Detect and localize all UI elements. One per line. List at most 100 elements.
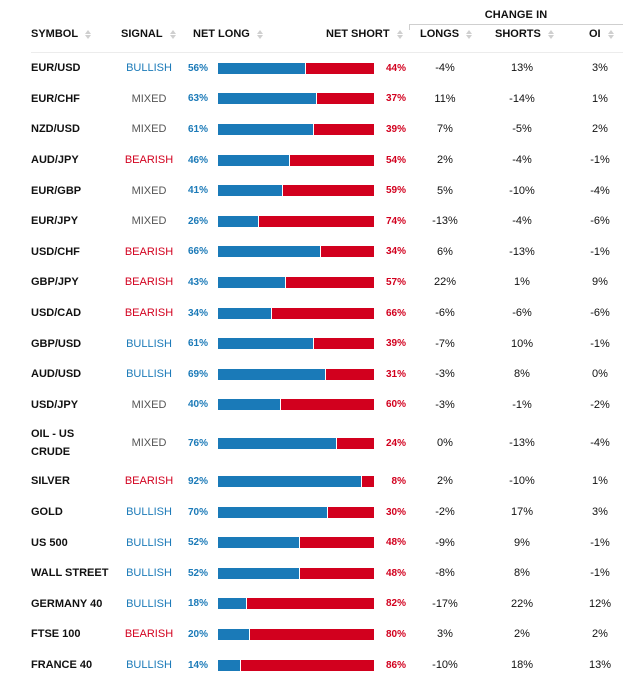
change-oi-cell: 2% <box>592 123 608 136</box>
change-shorts-cell: -6% <box>512 307 532 320</box>
long-bar-segment <box>218 567 299 579</box>
table-row[interactable]: NZD/USD MIXED 61% 39% 7% -5% 2% <box>0 114 623 145</box>
sort-icon[interactable] <box>607 29 614 39</box>
symbol-cell[interactable]: GBP/JPY <box>31 276 79 289</box>
column-header-longs[interactable]: LONGS <box>420 28 473 40</box>
net-short-cell: 39% <box>385 338 406 350</box>
sentiment-bar <box>218 497 374 528</box>
table-row[interactable]: AUD/USD BULLISH 69% 31% -3% 8% 0% <box>0 359 623 390</box>
table-row[interactable]: SILVER BEARISH 92% 8% 2% -10% 1% <box>0 466 623 497</box>
sort-icon[interactable] <box>396 29 403 39</box>
symbol-cell[interactable]: FRANCE 40 <box>31 659 93 672</box>
net-long-cell: 66% <box>187 246 208 258</box>
change-longs-cell: -4% <box>435 62 455 75</box>
table-row[interactable]: EUR/CHF MIXED 63% 37% 11% -14% 1% <box>0 84 623 115</box>
long-bar-segment <box>218 123 313 135</box>
sentiment-bar <box>218 175 374 206</box>
symbol-cell[interactable]: US 500 <box>31 536 68 549</box>
change-longs-cell: -10% <box>432 659 458 672</box>
change-shorts-cell: -10% <box>509 184 535 197</box>
net-short-cell: 48% <box>385 567 406 579</box>
short-bar-segment <box>361 475 374 487</box>
net-short-cell: 31% <box>385 368 406 380</box>
net-short-cell: 86% <box>385 659 406 671</box>
net-short-cell: 30% <box>385 506 406 518</box>
table-row[interactable]: EUR/USD BULLISH 56% 44% -4% 13% 3% <box>0 53 623 84</box>
signal-cell: BULLISH <box>126 659 172 672</box>
column-header-symbol[interactable]: SYMBOL <box>31 28 92 40</box>
sort-icon[interactable] <box>466 29 473 39</box>
sort-icon[interactable] <box>547 29 554 39</box>
column-header-net-long[interactable]: NET LONG <box>193 28 263 40</box>
table-row[interactable]: AUD/JPY BEARISH 46% 54% 2% -4% -1% <box>0 145 623 176</box>
change-oi-cell: 9% <box>592 276 608 289</box>
net-long-cell: 63% <box>187 93 208 105</box>
signal-cell: BULLISH <box>126 536 172 549</box>
symbol-cell[interactable]: SILVER <box>31 475 70 488</box>
net-long-cell: 92% <box>187 475 208 487</box>
change-oi-cell: -6% <box>590 307 610 320</box>
table-row[interactable]: FRANCE 40 BULLISH 14% 86% -10% 18% 13% <box>0 650 623 681</box>
change-oi-cell: 3% <box>592 62 608 75</box>
signal-cell: BULLISH <box>126 597 172 610</box>
table-row[interactable]: USD/JPY MIXED 40% 60% -3% -1% -2% <box>0 390 623 421</box>
table-row[interactable]: US 500 BULLISH 52% 48% -9% 9% -1% <box>0 527 623 558</box>
header-divider <box>31 52 623 53</box>
long-bar-segment <box>218 185 282 197</box>
symbol-cell[interactable]: EUR/JPY <box>31 215 79 228</box>
net-short-cell: 59% <box>385 185 406 197</box>
table-row[interactable]: GBP/USD BULLISH 61% 39% -7% 10% -1% <box>0 328 623 359</box>
table-row[interactable]: USD/CHF BEARISH 66% 34% 6% -13% -1% <box>0 237 623 268</box>
net-short-cell: 34% <box>385 246 406 258</box>
symbol-cell[interactable]: EUR/GBP <box>31 184 82 197</box>
table-row[interactable]: GBP/JPY BEARISH 43% 57% 22% 1% 9% <box>0 267 623 298</box>
symbol-cell[interactable]: FTSE 100 <box>31 628 81 641</box>
sort-icon[interactable] <box>256 29 263 39</box>
symbol-cell[interactable]: GERMANY 40 <box>31 597 103 610</box>
table-row[interactable]: GOLD BULLISH 70% 30% -2% 17% 3% <box>0 497 623 528</box>
symbol-cell[interactable]: WALL STREET <box>31 567 109 580</box>
symbol-cell[interactable]: USD/JPY <box>31 398 79 411</box>
column-header-signal[interactable]: SIGNAL <box>121 28 176 40</box>
long-bar-segment <box>218 307 271 319</box>
net-long-cell: 61% <box>187 123 208 135</box>
column-header-label: SIGNAL <box>121 28 163 40</box>
sentiment-bar <box>218 650 374 681</box>
column-header-shorts[interactable]: SHORTS <box>495 28 554 40</box>
symbol-cell[interactable]: AUD/USD <box>31 368 82 381</box>
change-oi-cell: 0% <box>592 368 608 381</box>
symbol-cell[interactable]: NZD/USD <box>31 123 80 136</box>
net-long-cell: 70% <box>187 506 208 518</box>
table-row[interactable]: GERMANY 40 BULLISH 18% 82% -17% 22% 12% <box>0 589 623 620</box>
change-longs-cell: 0% <box>437 437 453 450</box>
sentiment-bar <box>218 420 374 466</box>
net-short-cell: 57% <box>385 276 406 288</box>
net-short-cell: 54% <box>385 154 406 166</box>
table-row[interactable]: USD/CAD BEARISH 34% 66% -6% -6% -6% <box>0 298 623 329</box>
symbol-cell[interactable]: GBP/USD <box>31 337 82 350</box>
short-bar-segment <box>321 246 374 258</box>
column-header-oi[interactable]: OI <box>589 28 614 40</box>
symbol-cell[interactable]: OIL - US CRUDE <box>31 420 74 466</box>
column-header-net-short[interactable]: NET SHORT <box>326 28 403 40</box>
net-long-cell: 69% <box>187 368 208 380</box>
net-long-cell: 52% <box>187 567 208 579</box>
sort-icon[interactable] <box>85 29 92 39</box>
long-bar-segment <box>218 537 299 549</box>
table-row[interactable]: FTSE 100 BEARISH 20% 80% 3% 2% 2% <box>0 619 623 650</box>
symbol-cell[interactable]: USD/CAD <box>31 307 82 320</box>
table-row[interactable]: WALL STREET BULLISH 52% 48% -8% 8% -1% <box>0 558 623 589</box>
short-bar-segment <box>240 659 374 671</box>
symbol-cell[interactable]: GOLD <box>31 506 63 519</box>
sort-icon[interactable] <box>169 29 176 39</box>
table-row[interactable]: EUR/JPY MIXED 26% 74% -13% -4% -6% <box>0 206 623 237</box>
table-row[interactable]: EUR/GBP MIXED 41% 59% 5% -10% -4% <box>0 175 623 206</box>
net-short-cell: 74% <box>385 215 406 227</box>
symbol-cell[interactable]: USD/CHF <box>31 245 80 258</box>
symbol-cell[interactable]: AUD/JPY <box>31 154 79 167</box>
symbol-cell[interactable]: EUR/CHF <box>31 92 80 105</box>
symbol-cell[interactable]: EUR/USD <box>31 62 81 75</box>
change-shorts-cell: 1% <box>514 276 530 289</box>
signal-cell: BEARISH <box>124 276 174 289</box>
table-row[interactable]: OIL - US CRUDE MIXED 76% 24% 0% -13% -4% <box>0 420 623 466</box>
